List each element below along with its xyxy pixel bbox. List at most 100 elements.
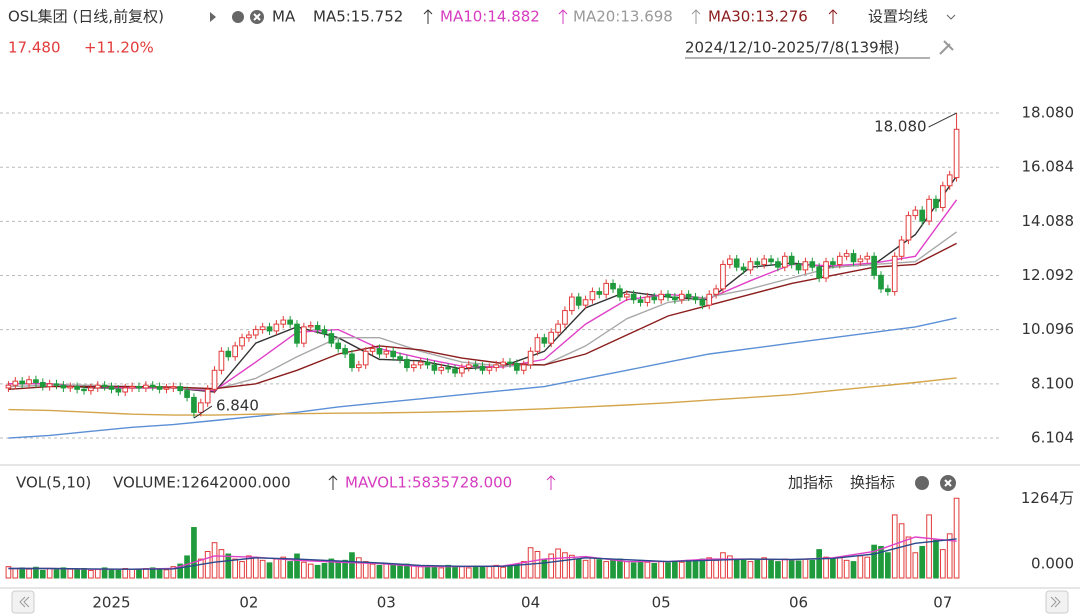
volume-bar <box>459 566 465 579</box>
volume-bar <box>149 567 156 579</box>
y-tick-label: 8.100 <box>1031 374 1074 392</box>
volume-bar <box>472 565 479 579</box>
candle-body <box>623 293 630 298</box>
pin-icon[interactable] <box>939 40 954 55</box>
volume-bar <box>294 553 300 579</box>
volume-bar <box>864 556 871 579</box>
candle-body <box>273 323 280 332</box>
volume-bar <box>287 561 293 579</box>
candle-body <box>170 386 177 389</box>
volume-bar <box>912 552 919 579</box>
volume-bar <box>101 567 108 579</box>
candle-body <box>287 319 293 325</box>
candle-body <box>720 263 726 290</box>
ma-label: MA <box>272 8 296 26</box>
settings-icon[interactable] <box>232 11 244 23</box>
add-indicator[interactable]: 加指标 <box>788 474 833 492</box>
volume-bar <box>727 555 733 579</box>
annotation-label: 6.840 <box>216 397 259 415</box>
expand-icon[interactable] <box>210 12 216 22</box>
x-tick-label: 07 <box>933 594 952 612</box>
candle-body <box>259 326 266 331</box>
volume-bar <box>67 568 74 579</box>
candle-body <box>672 296 678 301</box>
scroll-right[interactable] <box>1045 590 1069 614</box>
candle-body <box>891 255 898 293</box>
candle-body <box>431 364 438 371</box>
candle-body <box>946 174 953 187</box>
candle-body <box>108 386 115 390</box>
candle-body <box>486 367 493 371</box>
candle-body <box>239 337 245 347</box>
candle-body <box>33 379 39 383</box>
candle-body <box>926 198 932 222</box>
volume-bar <box>211 542 218 579</box>
candle-body <box>60 384 67 389</box>
up-arrow <box>423 9 433 24</box>
volume-bar <box>548 553 555 579</box>
candle-body <box>410 364 417 369</box>
volume-legend: VOLUME:12642000.000 <box>113 474 291 492</box>
volume-bar <box>617 558 623 579</box>
volume-bar <box>33 566 39 579</box>
candle-body <box>342 348 348 355</box>
scroll-left-icon <box>19 596 30 608</box>
volume-bar <box>747 561 754 579</box>
candle-body <box>527 350 534 366</box>
candle-body <box>637 299 644 303</box>
volume-bar <box>197 558 204 579</box>
volume-bar <box>562 552 568 579</box>
candle-body <box>355 364 362 369</box>
candle-body <box>768 258 774 263</box>
candle-body <box>417 361 424 366</box>
candle-body <box>589 291 596 301</box>
candle-body <box>328 333 335 344</box>
volume-bar <box>88 569 94 579</box>
volume-bar <box>259 559 266 579</box>
volume-bar <box>369 563 376 579</box>
volume-bar <box>720 552 726 579</box>
settings-icon[interactable] <box>915 476 929 490</box>
up-arrow <box>691 9 701 24</box>
candle-body <box>177 386 184 392</box>
volume-bar <box>94 568 101 579</box>
volume-bar <box>273 558 280 579</box>
candle-body <box>933 198 939 208</box>
candle-body <box>706 293 713 306</box>
volume-bar <box>878 545 884 579</box>
volume-bar <box>156 568 163 579</box>
candle-body <box>692 296 699 301</box>
volume-bar <box>321 562 328 579</box>
candle-body <box>541 337 548 344</box>
candle-body <box>939 185 946 208</box>
scroll-left[interactable] <box>11 590 35 614</box>
candle-body <box>850 253 857 263</box>
candle-body <box>163 387 170 390</box>
volume-bar <box>362 561 369 579</box>
ma20-legend: MA20:13.698 <box>573 8 673 26</box>
volume-bar <box>204 551 211 579</box>
candle-body <box>514 362 520 371</box>
ma-settings[interactable]: 设置均线 <box>868 8 928 26</box>
candle-body <box>94 384 101 389</box>
candle-body <box>424 361 431 366</box>
candle-body <box>397 356 403 360</box>
candle-body <box>12 380 19 386</box>
x-tick-label: 02 <box>239 594 258 612</box>
candle-body <box>246 334 252 339</box>
candle-body <box>534 337 541 352</box>
candle-body <box>878 274 884 290</box>
volume-bar <box>836 557 843 579</box>
switch-indicator[interactable]: 换指标 <box>850 474 895 492</box>
candle-body <box>816 266 822 279</box>
volume-bar <box>713 559 719 579</box>
volume-bar <box>534 551 541 579</box>
volume-bar <box>342 559 348 579</box>
volume-bar <box>678 561 685 579</box>
volume-bar <box>500 566 506 579</box>
volume-bar <box>857 555 864 579</box>
candle-body <box>369 348 376 352</box>
date-range[interactable]: 2024/12/10-2025/7/8(139根) <box>685 39 900 57</box>
candle-body <box>252 329 259 336</box>
